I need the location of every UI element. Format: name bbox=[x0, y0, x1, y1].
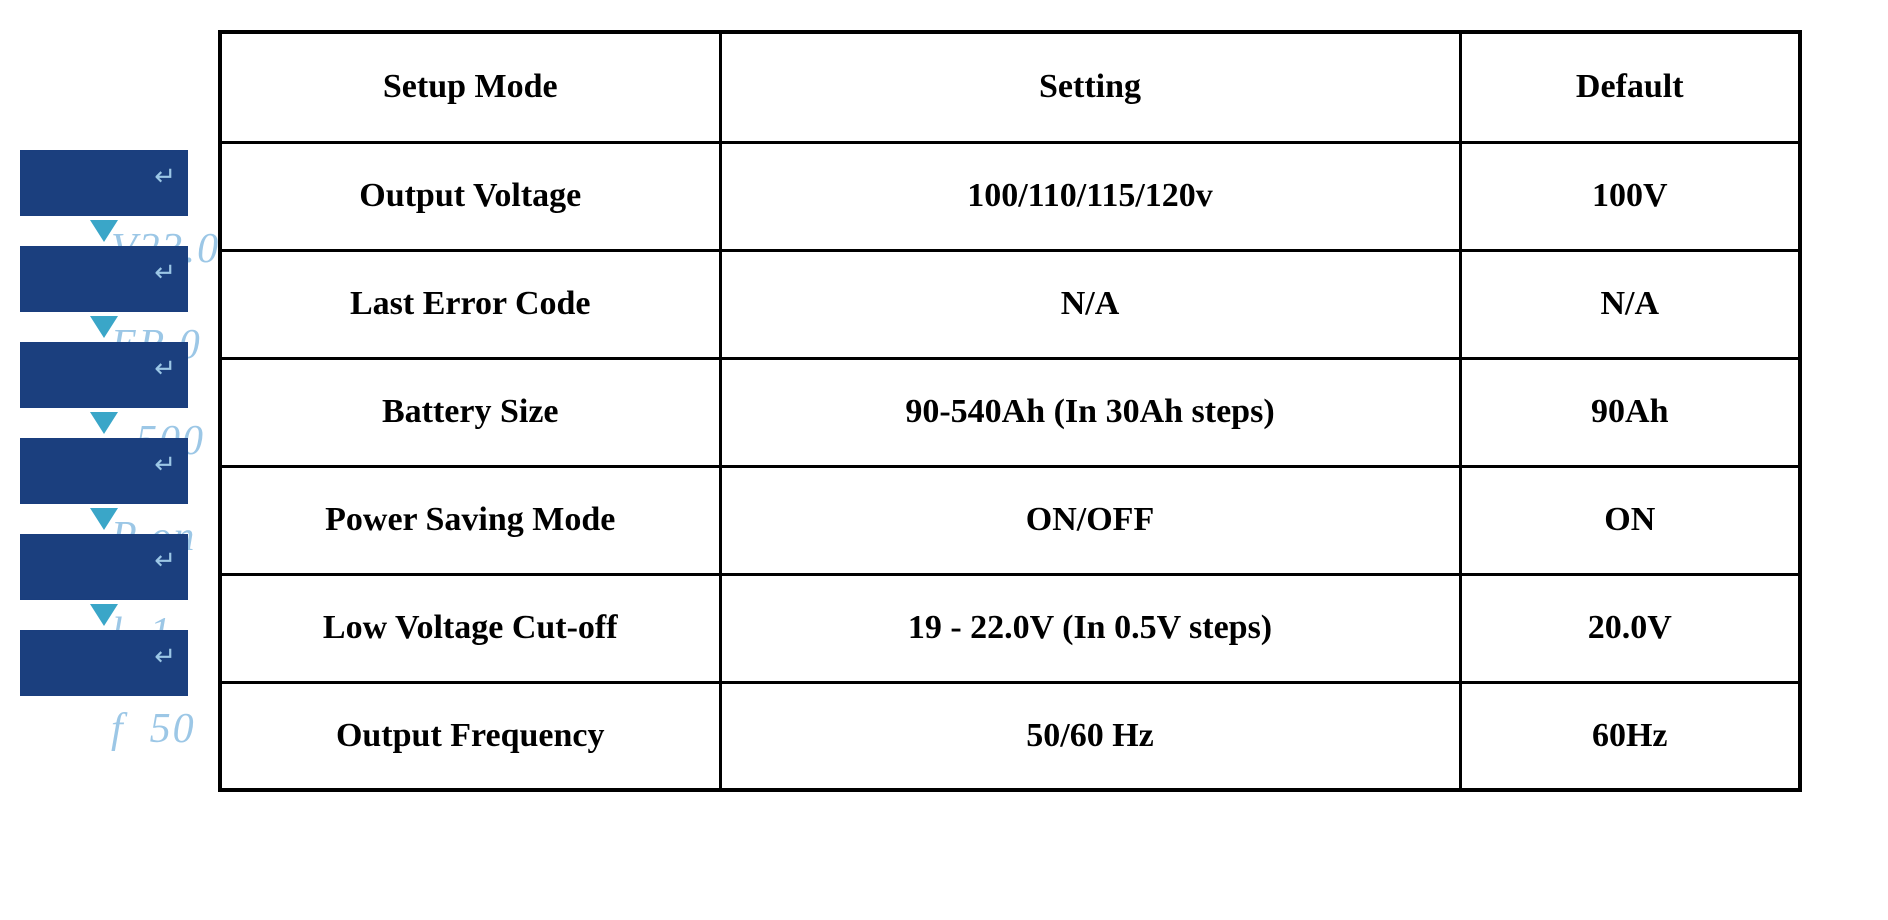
cell-setup-mode: Last Error Code bbox=[350, 285, 591, 322]
return-glyph-icon: ↵ bbox=[154, 432, 178, 498]
lcd-chip-battery-size: 500 ↵ bbox=[20, 342, 188, 408]
table-row: Last Error Code N/A N/A bbox=[220, 250, 1800, 358]
table-row: Battery Size 90-540Ah (In 30Ah steps) 90… bbox=[220, 358, 1800, 466]
lcd-chip-voltage: V23.0 ↵ bbox=[20, 150, 188, 216]
table-header-row: Setup Mode Setting Default bbox=[220, 32, 1800, 142]
cell-setting: 19 - 22.0V (In 0.5V steps) bbox=[908, 609, 1272, 646]
cell-default: 20.0V bbox=[1588, 609, 1672, 646]
cell-setup-mode: Battery Size bbox=[382, 393, 559, 430]
table-row: Power Saving Mode ON/OFF ON bbox=[220, 466, 1800, 574]
cell-setup-mode: Low Voltage Cut-off bbox=[323, 609, 618, 646]
lcd-chip-power-saving: P on ↵ bbox=[20, 438, 188, 504]
lcd-chip-error: ER 0 ↵ bbox=[20, 246, 188, 312]
cell-setting: ON/OFF bbox=[1026, 501, 1154, 538]
cell-default: 60Hz bbox=[1592, 717, 1668, 754]
col-header-default: Default bbox=[1460, 32, 1800, 142]
lcd-chip-low-voltage: l 1 ↵ bbox=[20, 534, 188, 600]
col-header-setup-mode: Setup Mode bbox=[220, 32, 720, 142]
lcd-flow-column: V23.0 ↵ ER 0 ↵ 500 ↵ P on ↵ l 1 ↵ f 50 ↵ bbox=[20, 150, 188, 696]
settings-table-body: Output Voltage 100/110/115/120v 100V Las… bbox=[220, 142, 1800, 790]
cell-setup-mode: Power Saving Mode bbox=[325, 501, 615, 538]
return-glyph-icon: ↵ bbox=[154, 144, 178, 210]
page-root: V23.0 ↵ ER 0 ↵ 500 ↵ P on ↵ l 1 ↵ f 50 ↵ bbox=[20, 30, 1802, 792]
return-glyph-icon: ↵ bbox=[154, 240, 178, 306]
cell-default: N/A bbox=[1600, 285, 1659, 322]
lcd-chip-text: f 50 bbox=[111, 706, 196, 752]
cell-setup-mode: Output Voltage bbox=[359, 177, 581, 214]
cell-setup-mode: Output Frequency bbox=[336, 717, 605, 754]
cell-setting: 50/60 Hz bbox=[1026, 717, 1153, 754]
return-glyph-icon: ↵ bbox=[154, 528, 178, 594]
table-row: Output Frequency 50/60 Hz 60Hz bbox=[220, 682, 1800, 790]
cell-setting: 100/110/115/120v bbox=[967, 177, 1213, 214]
col-header-setting: Setting bbox=[720, 32, 1460, 142]
return-glyph-icon: ↵ bbox=[154, 624, 178, 690]
table-row: Low Voltage Cut-off 19 - 22.0V (In 0.5V … bbox=[220, 574, 1800, 682]
settings-table: Setup Mode Setting Default Output Voltag… bbox=[218, 30, 1802, 792]
cell-setting: 90-540Ah (In 30Ah steps) bbox=[905, 393, 1274, 430]
cell-default: 90Ah bbox=[1591, 393, 1668, 430]
cell-default: 100V bbox=[1592, 177, 1668, 214]
cell-setting: N/A bbox=[1061, 285, 1120, 322]
return-glyph-icon: ↵ bbox=[154, 336, 178, 402]
lcd-chip-frequency: f 50 ↵ bbox=[20, 630, 188, 696]
table-row: Output Voltage 100/110/115/120v 100V bbox=[220, 142, 1800, 250]
cell-default: ON bbox=[1604, 501, 1655, 538]
